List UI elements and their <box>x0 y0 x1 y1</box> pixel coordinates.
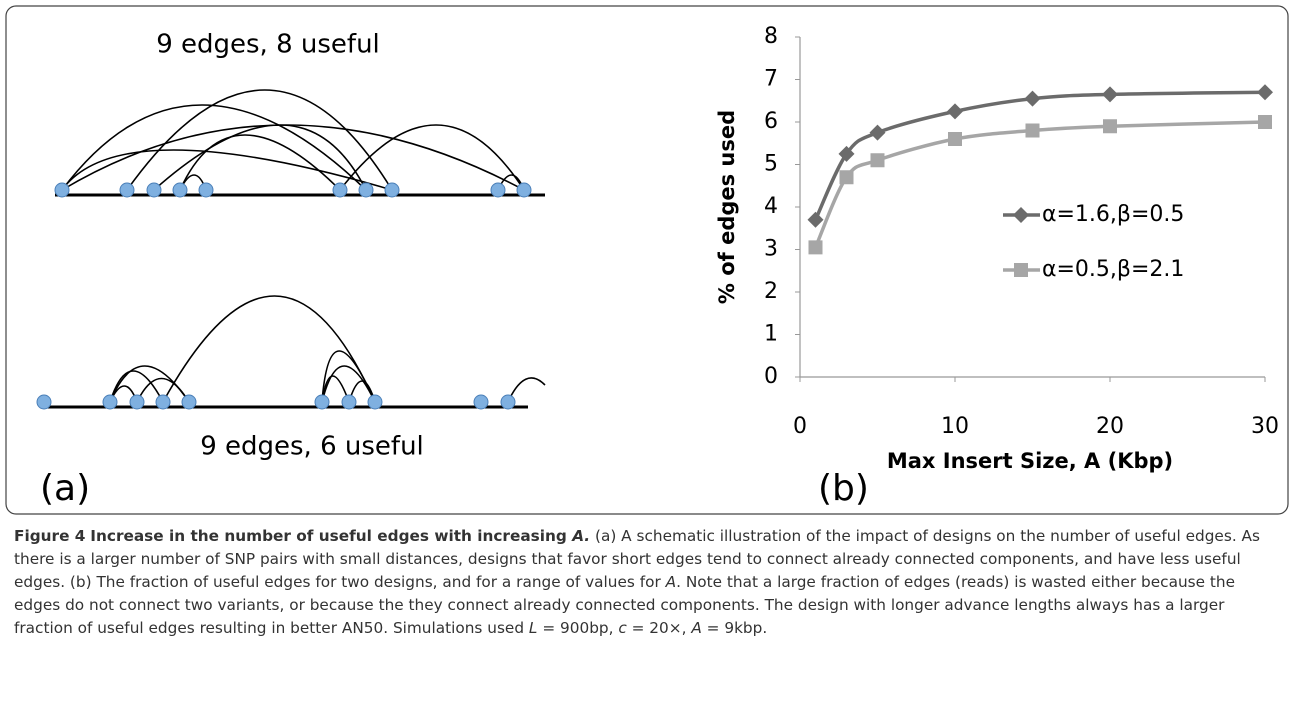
diagram-label: 9 edges, 8 useful <box>156 30 380 60</box>
caption-title-var: A. <box>572 527 591 545</box>
marker <box>807 211 824 228</box>
diagram-bottom <box>36 295 546 410</box>
caption-var: L <box>528 619 538 637</box>
caption-var: c <box>618 619 627 637</box>
caption-title: Increase in the number of useful edges w… <box>90 527 573 545</box>
caption-var: A <box>691 619 702 637</box>
panel-tag: (a) <box>40 468 90 509</box>
caption-body: = 20×, <box>626 619 692 637</box>
marker <box>870 153 885 168</box>
x-tick-label: 0 <box>793 414 807 439</box>
caption-body: = 900bp, <box>537 619 619 637</box>
panel-tag: (b) <box>818 468 869 509</box>
y-tick-label: 5 <box>764 152 778 177</box>
legend-label: α=0.5,β=2.1 <box>1042 257 1184 282</box>
x-axis-label: Max Insert Size, A (Kbp) <box>887 449 1173 473</box>
x-tick-label: 20 <box>1096 414 1124 439</box>
marker <box>1025 123 1040 138</box>
y-tick-label: 1 <box>764 322 778 347</box>
diagram-top <box>54 89 545 198</box>
caption-body: (a) A schematic illustration of the impa… <box>14 527 1260 591</box>
marker <box>1258 115 1272 129</box>
legend-marker <box>1013 207 1029 223</box>
y-tick-label: 3 <box>764 237 778 262</box>
y-axis-label: % of edges used <box>715 110 739 304</box>
marker <box>1103 119 1117 134</box>
y-tick-label: 8 <box>764 24 778 49</box>
marker <box>839 170 854 185</box>
figure: 9 edges, 8 useful 9 edges, 6 useful (a) … <box>5 5 1289 515</box>
y-tick-label: 6 <box>764 109 778 134</box>
diagram-label: 9 edges, 6 useful <box>200 432 424 462</box>
legend-marker <box>1014 263 1028 277</box>
y-tick-label: 2 <box>764 279 778 304</box>
caption-var: A <box>665 573 677 591</box>
y-tick-label: 0 <box>764 364 778 389</box>
caption-body: = 9kbp. <box>701 619 768 637</box>
figure-border <box>5 5 1289 515</box>
marker <box>838 145 855 162</box>
caption: Figure 4 Increase in the number of usefu… <box>14 525 1279 640</box>
caption-label: Figure 4 <box>14 527 86 545</box>
marker <box>1257 84 1273 101</box>
marker <box>947 103 963 120</box>
legend-label: α=1.6,β=0.5 <box>1042 202 1184 227</box>
marker <box>1024 90 1041 107</box>
marker <box>869 124 886 141</box>
x-tick-label: 30 <box>1251 414 1279 439</box>
series-line <box>813 120 1266 249</box>
marker <box>948 132 962 146</box>
y-tick-label: 7 <box>764 67 778 92</box>
marker <box>808 240 823 255</box>
caption-body: . Note that a large fraction of edges (r… <box>14 573 1235 637</box>
marker <box>1102 86 1118 103</box>
x-tick-label: 10 <box>941 414 969 439</box>
y-tick-label: 4 <box>764 194 778 219</box>
